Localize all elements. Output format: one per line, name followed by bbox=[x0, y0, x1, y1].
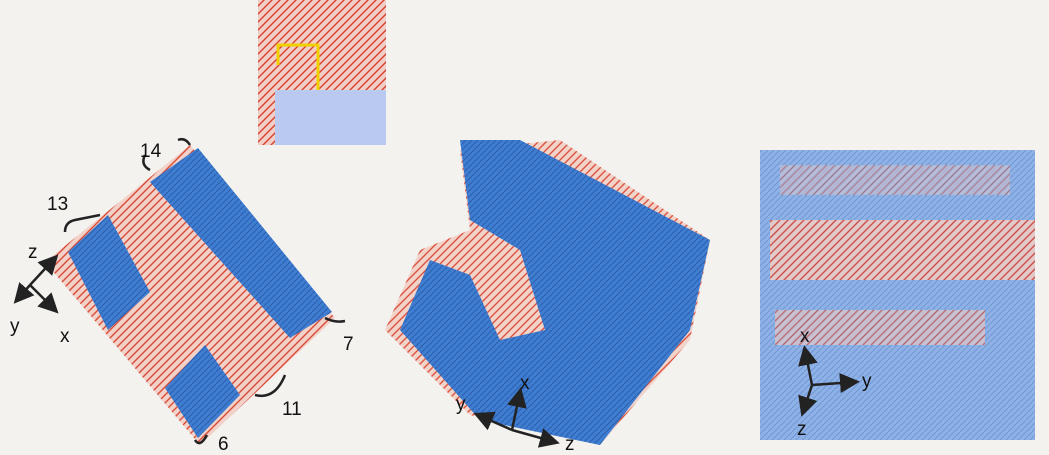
axis-label: y bbox=[456, 394, 466, 415]
axes-a bbox=[17, 258, 55, 310]
panel-c: x y z bbox=[760, 150, 1035, 440]
axis-label: y bbox=[10, 316, 20, 337]
panel-a: 14 13 7 11 6 z y x bbox=[10, 139, 354, 455]
bracket-label: 14 bbox=[140, 141, 162, 162]
axis-label: z bbox=[28, 242, 38, 263]
axis-label: z bbox=[797, 419, 807, 440]
axis-label: y bbox=[862, 371, 872, 392]
axis-label: x bbox=[800, 326, 810, 347]
bracket-label: 13 bbox=[47, 194, 68, 215]
panel-b: x y z bbox=[385, 140, 710, 455]
bracket-label: 6 bbox=[218, 434, 229, 455]
page: 14 13 7 11 6 z y x x y z bbox=[0, 0, 1049, 455]
axis-label: x bbox=[520, 373, 530, 394]
figure: 14 13 7 11 6 z y x x y z bbox=[0, 0, 1049, 455]
inset bbox=[258, 0, 386, 145]
bracket-label: 11 bbox=[282, 399, 302, 420]
axis-label: z bbox=[565, 434, 575, 455]
bracket-label: 7 bbox=[343, 334, 354, 355]
axis-label: x bbox=[60, 326, 70, 347]
